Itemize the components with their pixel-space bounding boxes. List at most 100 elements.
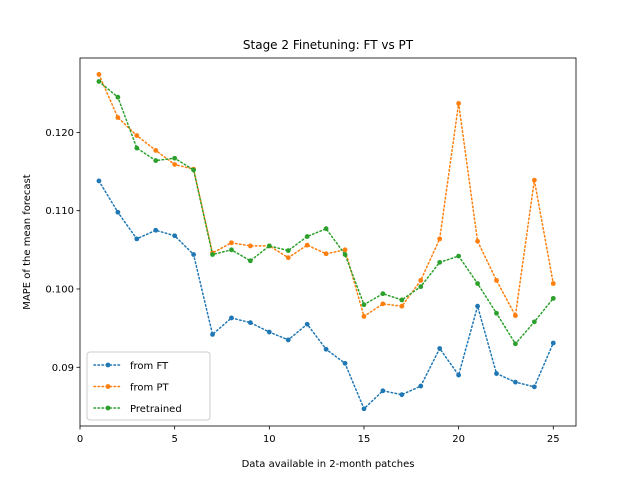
y-tick-label: 0.110 (45, 206, 74, 217)
data-point (342, 360, 348, 366)
data-point (285, 337, 291, 343)
data-point (513, 379, 518, 385)
series-from-ft (96, 178, 556, 412)
data-point (418, 383, 424, 389)
data-point (172, 233, 178, 239)
data-point (172, 162, 178, 167)
legend-marker (105, 362, 111, 368)
plot-area (96, 72, 556, 412)
data-point (210, 331, 215, 337)
data-point (266, 329, 272, 335)
data-point (399, 392, 405, 398)
data-point (134, 145, 140, 151)
data-point (229, 240, 234, 246)
data-point (342, 252, 348, 257)
data-point (266, 243, 272, 249)
y-tick-label: 0.09 (52, 363, 74, 374)
series-line (98, 80, 555, 346)
data-point (531, 177, 537, 183)
data-point (550, 295, 556, 301)
data-point (475, 238, 480, 244)
data-point (247, 243, 253, 249)
data-point (380, 388, 386, 394)
data-point (304, 242, 310, 248)
data-point (191, 167, 196, 173)
data-point (531, 384, 537, 390)
legend-label: Pretrained (130, 404, 182, 415)
legend-box (86, 351, 211, 421)
series-pretrained (96, 79, 556, 347)
data-point (456, 372, 462, 378)
y-axis-label: MAPE of the mean forecast (22, 174, 33, 309)
data-point (115, 94, 121, 100)
data-point (229, 247, 234, 253)
data-point (96, 178, 102, 184)
data-point (323, 251, 329, 257)
data-point (153, 227, 159, 233)
data-point (115, 209, 121, 215)
data-point (456, 101, 462, 106)
series-line (98, 73, 555, 318)
legend-marker (105, 405, 111, 411)
data-point (380, 291, 386, 297)
data-point (134, 133, 140, 138)
data-point (513, 341, 518, 347)
data-point (550, 281, 556, 286)
y-tick-label: 0.120 (45, 128, 74, 139)
data-point (437, 259, 443, 265)
data-point (96, 72, 102, 77)
data-point (96, 79, 102, 84)
x-tick-label: 20 (452, 434, 465, 445)
legend-label: from FT (130, 361, 169, 372)
data-point (437, 346, 443, 351)
data-point (285, 255, 291, 261)
x-tick-label: 0 (77, 434, 83, 445)
legend-label: from PT (130, 383, 169, 394)
data-point (550, 340, 556, 346)
data-point (115, 115, 121, 120)
axis-ticks: 0 5 10 15 20 25 0.09 0.100 0.110 0.120 (45, 128, 559, 445)
data-point (361, 406, 367, 412)
x-tick-label: 25 (547, 434, 560, 445)
data-point (247, 320, 253, 326)
y-tick-label: 0.100 (45, 284, 74, 295)
data-point (399, 303, 405, 309)
data-point (380, 301, 386, 307)
data-point (191, 252, 196, 257)
data-point (418, 277, 424, 283)
data-point (323, 226, 329, 232)
data-point (494, 310, 499, 316)
x-tick-label: 10 (263, 434, 276, 445)
data-point (494, 371, 499, 376)
data-point (342, 247, 348, 253)
data-point (418, 284, 424, 290)
plot-frame (79, 57, 577, 427)
data-point (134, 236, 140, 242)
data-point (361, 302, 367, 308)
data-point (153, 147, 159, 153)
data-point (285, 248, 291, 254)
data-point (399, 297, 405, 303)
data-point (304, 234, 310, 239)
data-point (513, 313, 518, 318)
data-point (323, 346, 329, 352)
x-tick-label: 15 (358, 434, 371, 445)
data-point (153, 158, 159, 163)
legend: from FT from PT Pretrained (86, 351, 211, 421)
data-point (475, 303, 480, 309)
legend-marker (105, 384, 111, 389)
series-from-pt (96, 72, 556, 319)
chart-title: Stage 2 Finetuning: FT vs PT (243, 38, 414, 52)
data-point (172, 155, 178, 161)
data-point (456, 253, 462, 259)
data-point (437, 236, 443, 242)
data-point (247, 258, 253, 264)
data-point (210, 252, 215, 257)
data-point (361, 313, 367, 319)
x-tick-label: 5 (171, 434, 177, 445)
data-point (304, 321, 310, 327)
data-point (494, 277, 499, 283)
data-point (531, 319, 537, 325)
x-axis-label: Data available in 2-month patches (242, 459, 415, 470)
